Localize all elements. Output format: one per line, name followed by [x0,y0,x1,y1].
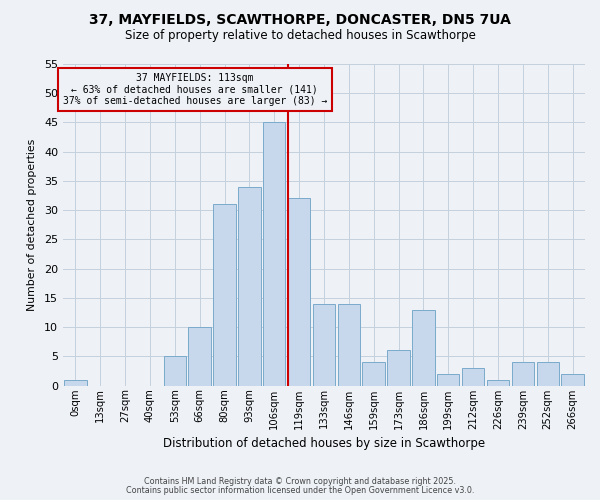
Bar [64,380,86,386]
Text: Contains HM Land Registry data © Crown copyright and database right 2025.: Contains HM Land Registry data © Crown c… [144,477,456,486]
Bar [238,187,260,386]
Bar [362,362,385,386]
Bar [512,362,534,386]
Bar [164,356,186,386]
Bar [437,374,460,386]
Text: Size of property relative to detached houses in Scawthorpe: Size of property relative to detached ho… [125,29,475,42]
Bar [388,350,410,386]
Bar [188,327,211,386]
Bar [214,204,236,386]
Text: Contains public sector information licensed under the Open Government Licence v3: Contains public sector information licen… [126,486,474,495]
Bar [338,304,360,386]
Bar [263,122,286,386]
Y-axis label: Number of detached properties: Number of detached properties [27,138,37,311]
Text: 37, MAYFIELDS, SCAWTHORPE, DONCASTER, DN5 7UA: 37, MAYFIELDS, SCAWTHORPE, DONCASTER, DN… [89,12,511,26]
Bar [288,198,310,386]
Bar [562,374,584,386]
Bar [536,362,559,386]
Text: 37 MAYFIELDS: 113sqm
← 63% of detached houses are smaller (141)
37% of semi-deta: 37 MAYFIELDS: 113sqm ← 63% of detached h… [62,73,327,106]
Bar [487,380,509,386]
X-axis label: Distribution of detached houses by size in Scawthorpe: Distribution of detached houses by size … [163,437,485,450]
Bar [412,310,434,386]
Bar [313,304,335,386]
Bar [462,368,484,386]
